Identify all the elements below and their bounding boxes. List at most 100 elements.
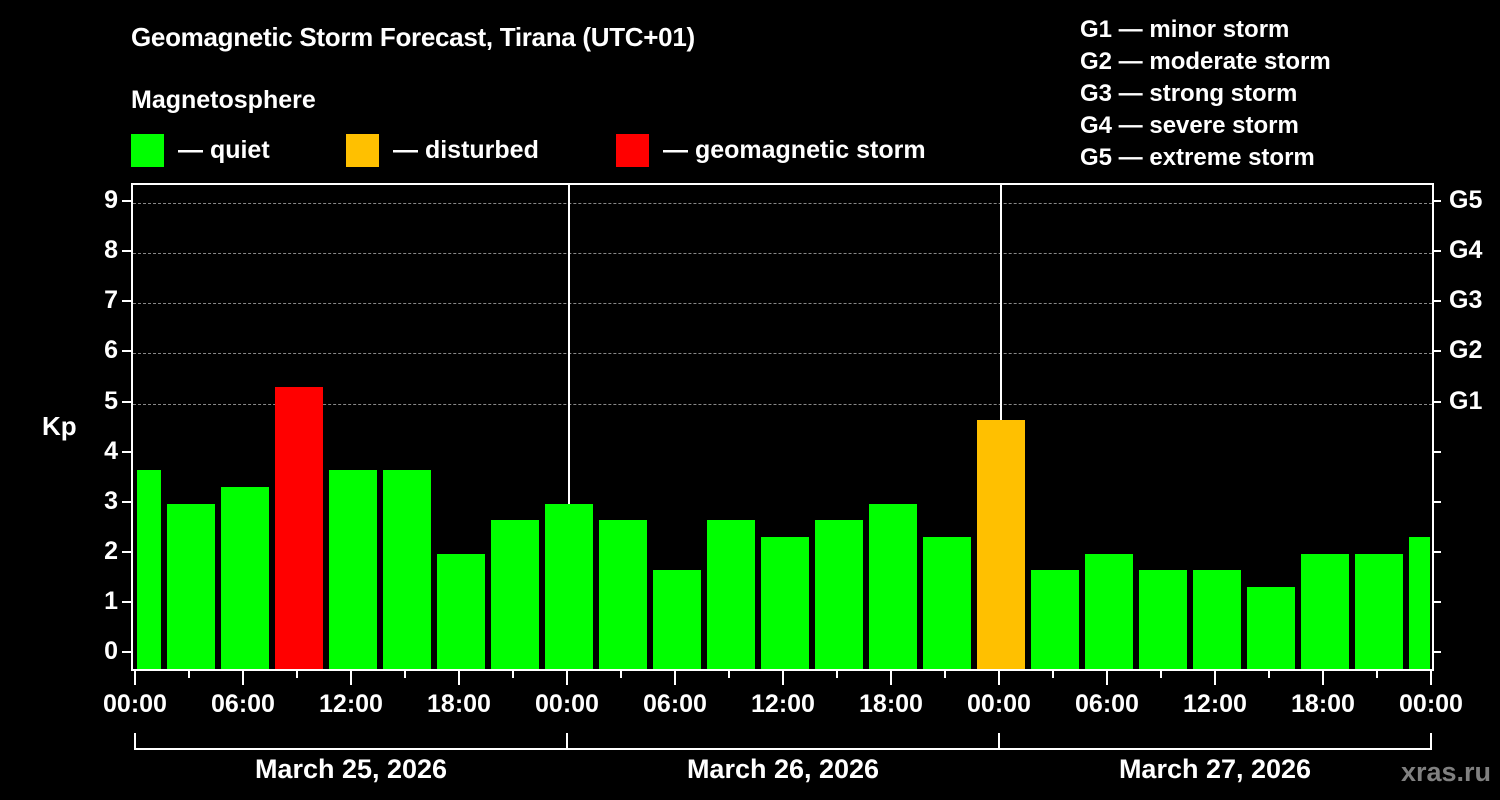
g3-description: G3 — strong storm <box>1080 80 1298 107</box>
gridline <box>133 403 1432 405</box>
y-tick-label: 5 <box>104 386 118 415</box>
y-tick-label: 3 <box>104 486 118 515</box>
kp-bar <box>977 420 1025 669</box>
quiet-swatch <box>131 134 164 167</box>
storm-level-label: G5 <box>1449 186 1483 215</box>
plot-area <box>131 183 1434 671</box>
y-tick <box>122 200 131 203</box>
y-tick-label: 6 <box>104 336 118 365</box>
x-tick <box>1214 670 1216 685</box>
legend-storm: — geomagnetic storm <box>616 134 926 167</box>
kp-bar <box>923 537 971 669</box>
y-tick <box>122 450 131 453</box>
y-tick-label: 9 <box>104 186 118 215</box>
kp-bar <box>491 520 539 669</box>
y-tick <box>122 550 131 553</box>
x-tick <box>350 670 352 685</box>
kp-bar <box>1409 537 1430 669</box>
storm-level-label: G3 <box>1449 286 1483 315</box>
x-tick <box>1052 670 1054 678</box>
right-tick <box>1432 200 1441 203</box>
kp-bar <box>815 520 863 669</box>
y-tick <box>122 250 131 253</box>
kp-bar <box>869 503 917 669</box>
x-tick <box>1106 670 1108 685</box>
y-tick-label: 7 <box>104 286 118 315</box>
y-tick-label: 4 <box>104 436 118 465</box>
date-label: March 26, 2026 <box>686 754 880 784</box>
legend-quiet: — quiet <box>131 134 270 167</box>
x-tick-label: 18:00 <box>859 690 923 718</box>
kp-bar <box>653 570 701 669</box>
x-tick-label: 00:00 <box>967 690 1031 718</box>
x-tick-label: 06:00 <box>1075 690 1139 718</box>
right-tick <box>1432 350 1441 353</box>
right-tick <box>1432 600 1441 603</box>
kp-bar <box>1355 553 1403 669</box>
kp-bar <box>1139 570 1187 669</box>
x-tick <box>728 670 730 678</box>
watermark: xras.ru <box>1400 757 1491 787</box>
x-tick <box>242 670 244 685</box>
y-tick <box>122 651 131 653</box>
date-label: March 27, 2026 <box>1118 754 1312 784</box>
kp-bar <box>1031 570 1079 669</box>
legend-label: — geomagnetic storm <box>663 136 926 164</box>
kp-bar <box>599 520 647 669</box>
date-bracket-tick <box>1430 733 1432 749</box>
x-tick <box>296 670 298 678</box>
x-tick <box>620 670 622 678</box>
x-tick <box>1268 670 1270 678</box>
kp-bar <box>137 470 161 669</box>
x-tick <box>1322 670 1324 685</box>
kp-bar <box>275 386 323 669</box>
x-tick-label: 00:00 <box>1399 690 1463 718</box>
storm-scale-legend: G1 — minor storm G2 — moderate storm G3 … <box>1080 14 1331 174</box>
x-tick-label: 12:00 <box>1183 690 1247 718</box>
g4-description: G4 — severe storm <box>1080 112 1299 139</box>
x-tick <box>1376 670 1378 678</box>
x-tick-label: 18:00 <box>427 690 491 718</box>
g1-description: G1 — minor storm <box>1080 16 1290 43</box>
kp-bar <box>1301 553 1349 669</box>
y-tick-label: 0 <box>104 637 118 665</box>
y-tick <box>122 350 131 353</box>
gridline <box>133 203 1432 205</box>
y-tick <box>122 500 131 503</box>
right-tick <box>1432 400 1441 403</box>
x-tick <box>1160 670 1162 678</box>
x-tick <box>404 670 406 678</box>
x-tick <box>782 670 784 685</box>
kp-bar <box>761 537 809 669</box>
right-tick <box>1432 250 1441 253</box>
date-bracket <box>134 748 1432 750</box>
right-tick <box>1432 500 1441 503</box>
kp-bar <box>221 487 269 669</box>
y-tick-label: 2 <box>104 536 118 565</box>
x-tick-label: 06:00 <box>643 690 707 718</box>
x-tick <box>890 670 892 685</box>
x-tick-label: 00:00 <box>535 690 599 718</box>
storm-level-label: G1 <box>1449 386 1483 415</box>
y-tick-label: 1 <box>104 586 118 615</box>
x-tick <box>188 670 190 678</box>
disturbed-swatch <box>346 134 379 167</box>
y-tick <box>122 600 131 603</box>
date-bracket-tick <box>566 733 568 749</box>
y-tick <box>122 300 131 303</box>
x-tick <box>674 670 676 685</box>
kp-bar <box>1247 587 1295 669</box>
chart-title: Geomagnetic Storm Forecast, Tirana (UTC+… <box>131 22 695 52</box>
storm-level-label: G2 <box>1449 336 1483 365</box>
x-tick <box>1430 670 1432 685</box>
date-bracket-tick <box>134 733 136 749</box>
kp-bar <box>383 470 431 669</box>
x-tick-label: 00:00 <box>103 690 167 718</box>
x-tick <box>134 670 136 685</box>
chart-subtitle: Magnetosphere <box>131 86 316 114</box>
x-tick <box>998 670 1000 685</box>
legend-label: — disturbed <box>393 136 539 164</box>
right-tick <box>1432 550 1441 553</box>
kp-bar <box>1193 570 1241 669</box>
x-tick-label: 18:00 <box>1291 690 1355 718</box>
